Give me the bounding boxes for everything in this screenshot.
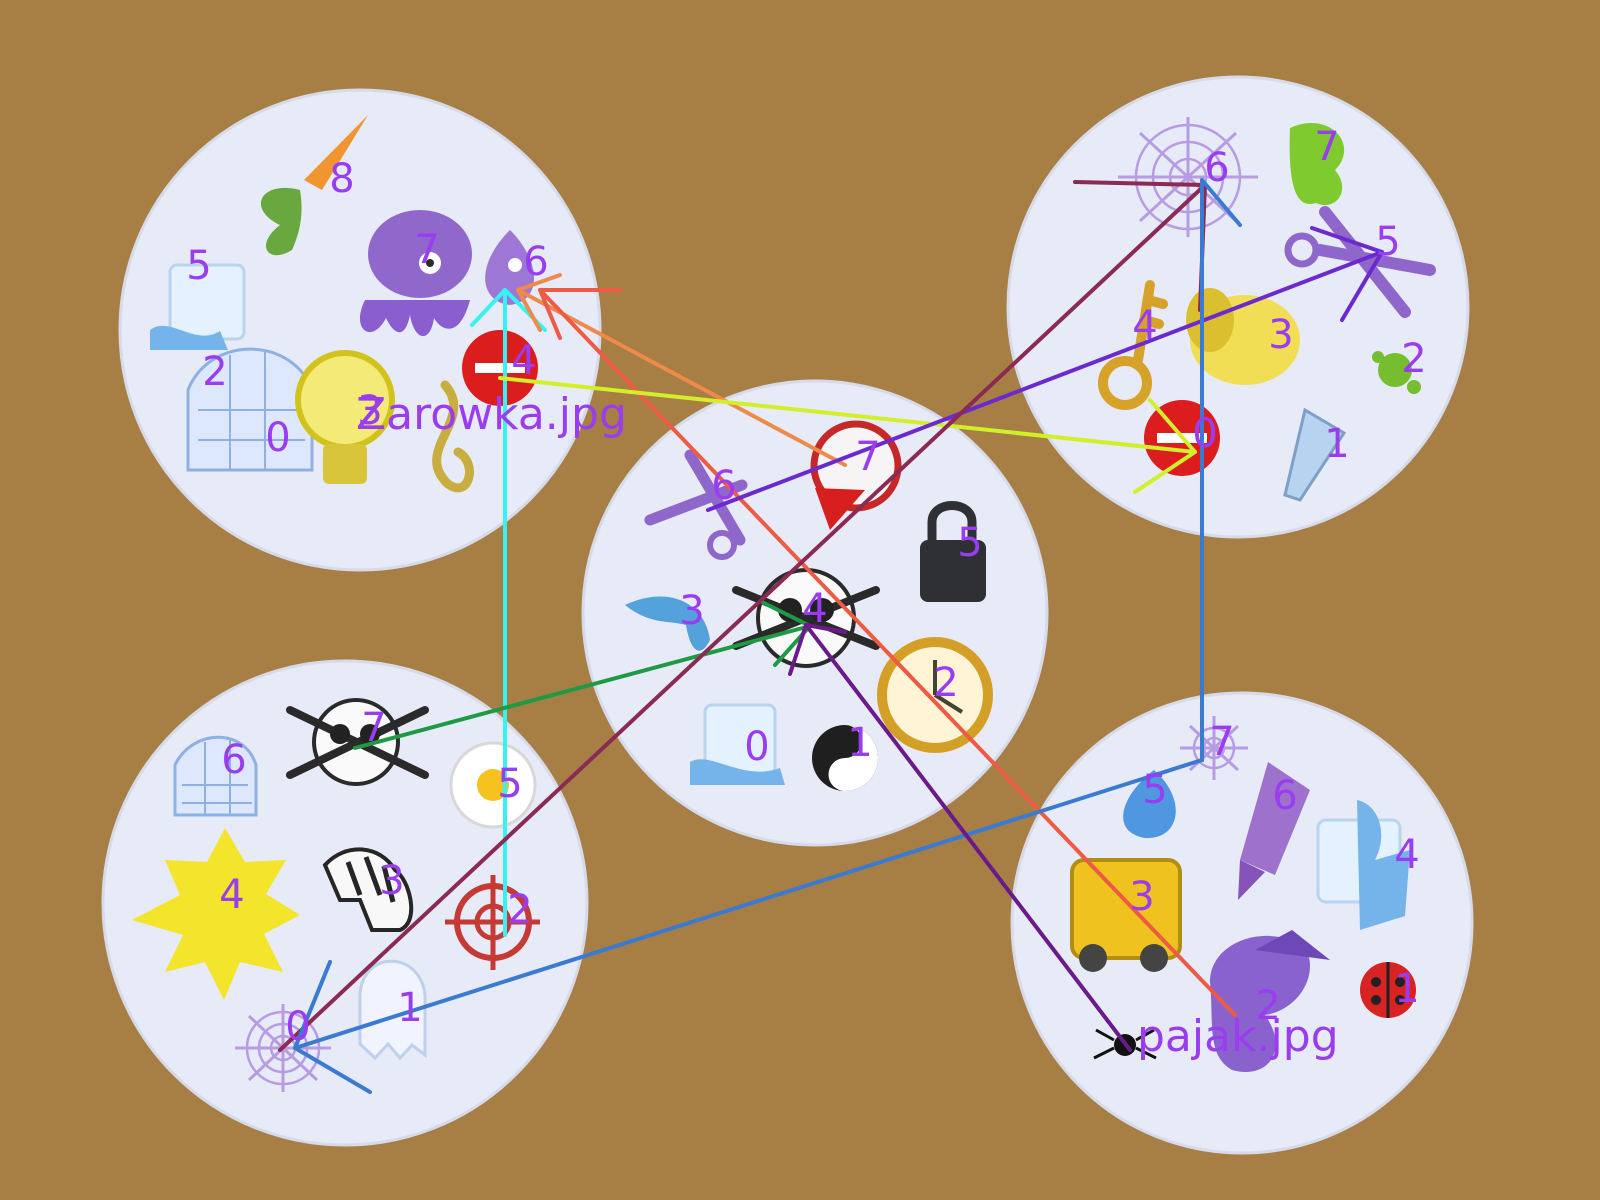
arrow-violet xyxy=(706,226,1384,512)
label-center-2: 2 xyxy=(933,660,958,706)
label-bottom-left-5: 5 xyxy=(497,761,522,807)
padlock-icon xyxy=(920,501,986,602)
label-top-right-7: 7 xyxy=(1314,124,1339,170)
label-bottom-right-2: 2 xyxy=(1255,983,1280,1029)
match-arrows xyxy=(278,178,1384,1094)
sun-icon xyxy=(132,828,300,1000)
label-bottom-left-7: 7 xyxy=(361,705,386,751)
carrot-icon xyxy=(260,115,368,256)
label-top-right-4: 4 xyxy=(1132,303,1157,349)
label-top-right-3: 3 xyxy=(1268,312,1293,358)
igloo-icon xyxy=(173,735,258,817)
label-top-left-6: 6 xyxy=(523,239,548,285)
zebra-icon xyxy=(322,847,414,932)
card-center xyxy=(581,379,1049,847)
label-bottom-right-4: 4 xyxy=(1394,832,1419,878)
label-top-right-2: 2 xyxy=(1401,336,1426,382)
label-center-5: 5 xyxy=(957,520,982,566)
label-center-0: 0 xyxy=(744,724,769,770)
card-bottom-right xyxy=(1010,691,1474,1155)
pencil-icon xyxy=(1283,407,1347,502)
stop-sign-icon xyxy=(462,330,538,406)
label-top-right-1: 1 xyxy=(1324,421,1349,467)
ink-splat-icon xyxy=(1372,351,1421,394)
lightbulb-icon xyxy=(295,350,395,484)
treble-clef-icon xyxy=(432,380,474,493)
scissors-icon xyxy=(644,449,748,560)
label-bottom-right-5: 5 xyxy=(1142,767,1167,813)
label-center-6: 6 xyxy=(711,463,736,509)
arrow-blue xyxy=(293,178,1242,1094)
filename-top-left: Zarowka.jpg xyxy=(356,389,627,440)
label-center-1: 1 xyxy=(847,720,872,766)
label-top-right-6: 6 xyxy=(1204,145,1229,191)
arrow-orange xyxy=(516,273,847,467)
drop-monster-icon xyxy=(485,230,535,305)
ice-cube-icon xyxy=(1316,800,1410,930)
yin-yang-icon xyxy=(812,725,878,791)
ghost-icon xyxy=(358,959,427,1061)
label-top-left-8: 8 xyxy=(329,156,354,202)
label-top-right-5: 5 xyxy=(1375,219,1400,265)
dinosaur-icon xyxy=(1289,123,1345,206)
dragon-icon xyxy=(1210,930,1330,1072)
label-bottom-right-7: 7 xyxy=(1209,719,1234,765)
card-top-left xyxy=(118,88,602,572)
label-center-4: 4 xyxy=(802,586,827,632)
ice-cube-icon xyxy=(150,263,246,350)
skull-icon xyxy=(286,698,429,786)
dog-icon xyxy=(1186,288,1300,385)
arrow-purple xyxy=(788,623,1132,1052)
daisy-icon xyxy=(449,741,537,829)
key-icon xyxy=(1098,280,1168,410)
label-bottom-right-3: 3 xyxy=(1129,874,1154,920)
label-bottom-left-0: 0 xyxy=(285,1004,310,1050)
filename-bottom-right: pajak.jpg xyxy=(1137,1011,1339,1062)
symbol-labels: 8 5 7 6 2 4 0 3 6 7 5 4 3 2 0 1 6 7 5 3 … xyxy=(186,124,1426,1050)
label-bottom-left-1: 1 xyxy=(397,985,422,1031)
label-bottom-left-3: 3 xyxy=(379,858,404,904)
label-top-left-3: 3 xyxy=(357,388,382,434)
label-bottom-right-6: 6 xyxy=(1272,773,1297,819)
spider-web-icon xyxy=(1118,117,1258,237)
arrow-red xyxy=(538,288,1237,1017)
label-top-left-5: 5 xyxy=(186,243,211,289)
ladybug-icon xyxy=(1360,962,1416,1018)
label-bottom-left-4: 4 xyxy=(219,872,244,918)
label-top-right-0: 0 xyxy=(1192,411,1217,457)
label-center-3: 3 xyxy=(679,588,704,634)
label-bottom-right-1: 1 xyxy=(1394,966,1419,1012)
drop-icon xyxy=(1123,770,1176,839)
taxi-icon xyxy=(1070,858,1182,972)
card-bottom-left xyxy=(101,659,589,1147)
label-top-left-2: 2 xyxy=(202,349,227,395)
dolphin-icon xyxy=(625,596,710,651)
label-bottom-left-2: 2 xyxy=(507,887,532,933)
target-icon xyxy=(445,875,540,970)
glue-bottle-icon xyxy=(1238,762,1310,900)
octopus-icon xyxy=(359,210,472,337)
ice-cube-icon xyxy=(690,703,785,785)
arrow-yellow xyxy=(498,376,1197,494)
label-top-left-7: 7 xyxy=(414,227,439,273)
label-bottom-left-6: 6 xyxy=(221,737,246,783)
label-center-7: 7 xyxy=(855,434,880,480)
label-top-left-4: 4 xyxy=(511,338,536,384)
label-top-left-0: 0 xyxy=(265,415,290,461)
clock-icon xyxy=(877,637,993,753)
